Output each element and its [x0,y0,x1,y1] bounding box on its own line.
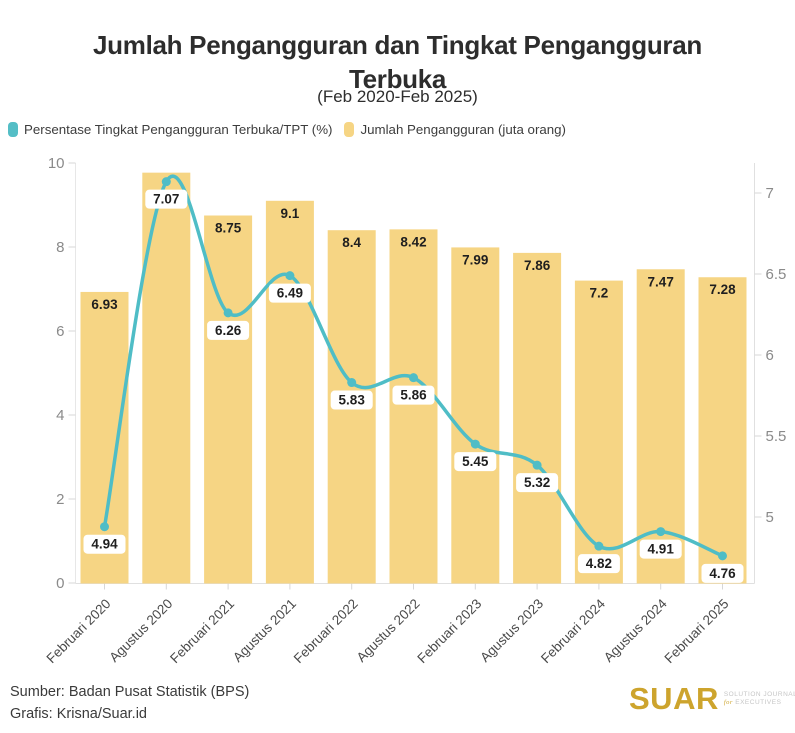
tpt-line-point [223,308,233,318]
x-label-februari-2025: Februari 2025 [662,596,732,666]
bar-value-label: 7.47 [648,274,674,289]
tpt-line-point [285,271,295,281]
bar-agustus-2023 [513,252,562,584]
jumlah-legend-label: Jumlah Pengangguran (juta orang) [360,122,566,137]
bar-value-label: 7.2 [590,286,609,301]
tpt-line-point [594,541,604,551]
x-label-februari-2024: Februari 2024 [538,596,608,666]
line-value-label: 5.83 [339,393,366,408]
tagline-line2: for EXECUTIVES [724,699,795,708]
line-value-label: 4.82 [586,556,612,571]
legend-item-jumlah: Jumlah Pengangguran (juta orang) [344,122,566,137]
source-text: Sumber: Badan Pusat Statistik (BPS) [10,684,250,700]
x-label-agustus-2024: Agustus 2024 [601,596,670,665]
right-axis-tick-label: 5 [766,509,774,526]
bar-februari-2025 [698,277,747,584]
bar-value-label: 8.42 [400,234,426,249]
bar-agustus-2021 [265,200,314,584]
right-axis-tick-label: 5.5 [766,428,787,445]
line-label-bg [639,539,682,559]
x-label-agustus-2023: Agustus 2023 [477,596,546,665]
tpt-line-point [161,177,171,187]
bar-value-label: 7.28 [709,282,736,297]
line-label-bg [83,534,126,554]
tagline-line1: SOLUTION JOURNALISM [723,690,795,698]
bar-value-label: 8.4 [342,235,361,250]
tagline-executives: EXECUTIVES [735,699,782,706]
tpt-line-point [656,527,666,537]
line-label-bg [392,385,435,405]
footer: Sumber: Badan Pusat Statistik (BPS) Graf… [10,682,249,725]
suar-logo-wordmark: SUAR [629,681,719,716]
x-label-februari-2020: Februari 2020 [44,596,114,666]
tpt-line-point [470,439,480,449]
tpt-line-point [718,551,727,561]
line-label-bg [330,390,373,410]
line-label-bg [207,320,250,340]
bar-value-label: 7.99 [462,252,488,267]
left-axis-tick-label: 6 [56,323,64,340]
line-value-label: 5.32 [524,475,550,490]
bar-value-label: 8.75 [215,221,242,236]
line-label-bg [145,189,188,209]
left-axis-tick-label: 8 [56,239,64,256]
x-label-agustus-2022: Agustus 2022 [354,596,423,665]
line-value-label: 7.07 [153,192,179,207]
bar-value-label: 7.86 [524,258,551,273]
line-value-label: 5.86 [400,388,427,403]
bar-agustus-2022 [389,229,438,584]
line-label-bg [454,452,497,472]
x-label-februari-2021: Februari 2021 [167,596,237,666]
suar-logo-tagline: SOLUTION JOURNALISM for EXECUTIVES [724,691,795,708]
line-value-label: 4.91 [648,542,675,557]
line-value-label: 4.94 [91,537,118,552]
tpt-line-point [409,373,418,383]
line-value-label: 4.76 [709,566,736,581]
right-axis-tick-label: 7 [766,185,774,202]
bar-februari-2024 [574,280,623,584]
left-axis-tick-label: 10 [48,155,65,172]
right-axis-tick-label: 6.5 [766,266,787,283]
left-axis-tick-label: 4 [56,407,64,424]
page-title-line2: Terbuka [348,64,447,95]
line-label-bg [577,554,620,574]
line-label-bg [701,563,744,583]
left-axis-tick-label: 0 [56,575,64,592]
line-value-label: 6.26 [215,323,242,338]
legend-item-tpt: Persentase Tingkat Pengangguran Terbuka/… [8,122,332,137]
bar-value-label: 9.1 [281,206,300,221]
line-label-bg [268,283,311,303]
tpt-legend-swatch-icon [8,122,18,137]
legend: Persentase Tingkat Pengangguran Terbuka/… [8,122,566,137]
bar-februari-2023 [451,247,500,584]
x-label-februari-2022: Februari 2022 [291,596,361,666]
line-value-label: 6.49 [277,286,303,301]
left-axis-tick-label: 2 [56,491,64,508]
x-label-februari-2023: Februari 2023 [414,596,484,666]
page-subtitle: (Feb 2020-Feb 2025) [317,87,478,106]
tpt-line-point [100,522,109,532]
tpt-line-point [532,460,542,470]
line-label-bg [516,473,559,493]
right-axis-tick-label: 6 [766,347,774,364]
x-label-agustus-2021: Agustus 2021 [230,596,299,665]
suar-logo: SUAR SOLUTION JOURNALISM for EXECUTIVES [629,681,795,716]
tagline-for: for [723,699,733,706]
tpt-legend-label: Persentase Tingkat Pengangguran Terbuka/… [24,122,333,137]
bar-value-label: 6.93 [91,297,118,312]
line-value-label: 5.45 [462,454,489,469]
tpt-line-point [347,378,357,388]
page-title: Jumlah Pengangguran dan Tingkat Pengangg… [0,28,795,96]
page-title-line1: Jumlah Pengangguran dan Tingkat Pengangg… [93,30,702,61]
credit-text: Grafis: Krisna/Suar.id [10,705,147,722]
x-label-agustus-2020: Agustus 2020 [106,596,175,665]
jumlah-legend-swatch-icon [344,122,355,137]
